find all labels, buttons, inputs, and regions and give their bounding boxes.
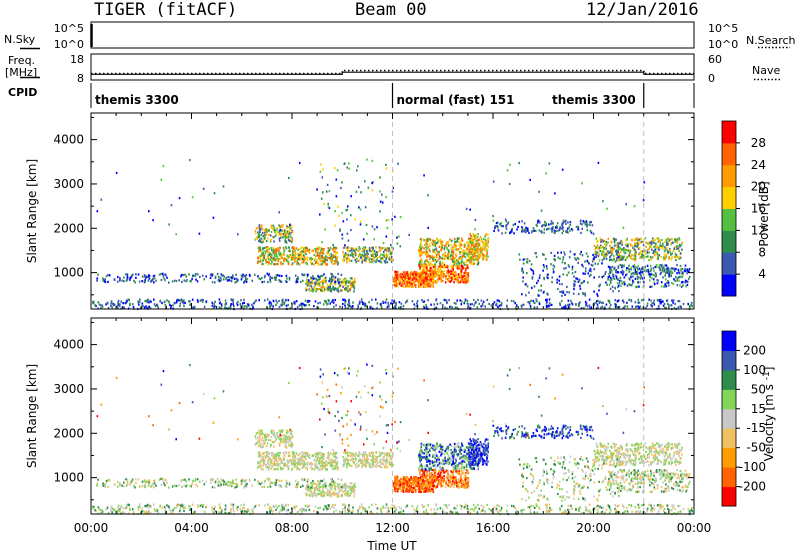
nsky-label: N.Sky (4, 33, 36, 46)
x-tick-label: 20:00 (576, 521, 611, 535)
power-panel: 1000 2000 3000 4000 Slant Range [km] 4 8 12 16… (25, 112, 771, 311)
x-tick-label: 00:00 (677, 521, 712, 535)
x-tick-label: 04:00 (174, 521, 209, 535)
y-tick-label: 2000 (53, 221, 84, 235)
colorbar-segment (722, 486, 736, 507)
y-tick-label: 4000 (53, 133, 84, 147)
x-tick-label: 12:00 (375, 521, 410, 535)
colorbar-tick: 28 (751, 136, 766, 150)
nave-series (91, 69, 694, 75)
cpid-segment-label: themis 3300 (95, 93, 179, 107)
colorbar-segment (722, 369, 736, 390)
colorbar-segment (722, 186, 736, 209)
velocity-colorbar: -200 -100 -50 -15 15 50 100 200 (721, 330, 766, 507)
freq-tick-top: 18 (70, 53, 84, 66)
colorbar-tick: -50 (746, 441, 766, 455)
colorbar-tick: 100 (743, 363, 766, 377)
velocity-colorbar-label: Velocity [m s -1] (762, 367, 776, 462)
freq-panel: 18 8 60 0 (20, 53, 780, 85)
y-tick-label: 3000 (53, 382, 84, 396)
colorbar-tick: 200 (743, 343, 766, 357)
nave-tick-top: 60 (708, 53, 722, 66)
velocity-ylabel: Slant Range [km] (25, 364, 39, 468)
colorbar-segment (722, 230, 736, 253)
cpid-change-lines (392, 113, 645, 514)
colorbar-segment (722, 408, 736, 429)
freq-series (91, 71, 694, 75)
x-tick-label: 16:00 (476, 521, 511, 535)
colorbar-segment (722, 121, 736, 144)
velocity-heatmap (92, 363, 693, 516)
nave-label: Nave (752, 64, 781, 77)
cpid-segment-label: normal (fast) 151 (397, 93, 515, 107)
nsky-panel: 10^5 10^0 10^5 10^0 (20, 21, 790, 51)
colorbar-segment (722, 142, 736, 166)
colorbar-segment (722, 274, 736, 297)
colorbar-segment (722, 350, 736, 371)
nsky-tick-bottom: 10^0 (54, 38, 84, 51)
colorbar-tick: -100 (739, 460, 766, 474)
power-heatmap (92, 158, 693, 311)
colorbar-tick: -200 (739, 480, 766, 494)
colorbar-tick: 4 (758, 267, 766, 281)
cpid-label: CPID (8, 86, 38, 99)
colorbar-tick: 24 (751, 158, 766, 172)
radar-title: TIGER (fitACF) (94, 0, 238, 20)
power-colorbar: 4 8 12 16 20 24 28 (721, 120, 766, 297)
nsearch-tick-top: 10^5 (708, 22, 738, 35)
cpid-segment-label: themis 3300 (552, 93, 636, 107)
colorbar-tick: 50 (751, 382, 766, 396)
nave-tick-bottom: 0 (708, 72, 715, 85)
y-tick-label: 3000 (53, 177, 84, 191)
colorbar-tick: 15 (751, 402, 766, 416)
power-ylabel: Slant Range [km] (25, 159, 39, 263)
colorbar-tick: 8 (758, 245, 766, 259)
freq-label-line1: Freq. (8, 54, 36, 67)
nsearch-tick-bottom: 10^0 (708, 38, 738, 51)
colorbar-tick: 16 (751, 202, 766, 216)
y-tick-label: 4000 (53, 338, 84, 352)
colorbar-tick: 12 (751, 223, 766, 237)
y-tick-label: 1000 (53, 266, 84, 280)
colorbar-segment (722, 331, 736, 351)
power-colorbar-label: Power [dB] (757, 181, 771, 246)
freq-tick-bottom: 8 (77, 72, 84, 85)
nsky-tick-top: 10^5 (54, 22, 84, 35)
beam-title: Beam 00 (355, 0, 427, 20)
colorbar-tick: 20 (751, 180, 766, 194)
colorbar-segment (722, 389, 736, 410)
colorbar-segment (722, 164, 736, 188)
colorbar-segment (722, 208, 736, 231)
time-axis: 00:00 04:00 08:00 12:00 16:00 20:00 00:00 (74, 113, 712, 535)
date-title: 12/Jan/2016 (586, 0, 699, 20)
xlabel: Time UT (366, 539, 417, 553)
colorbar-tick: -15 (746, 421, 766, 435)
freq-label-line2: [MHz] (5, 66, 38, 79)
colorbar-segment (722, 467, 736, 488)
x-tick-label: 00:00 (74, 521, 109, 535)
y-tick-label: 2000 (53, 426, 84, 440)
colorbar-segment (722, 447, 736, 468)
y-tick-label: 1000 (53, 471, 84, 485)
cpid-panel: themis 3300 normal (fast) 151 themis 3300 (90, 83, 695, 108)
colorbar-segment (722, 428, 736, 449)
nsearch-label: N.Search (746, 34, 796, 47)
colorbar-segment (722, 252, 736, 275)
x-tick-label: 08:00 (275, 521, 310, 535)
velocity-panel: 1000 2000 3000 4000 Slant Range [km] -200 -1… (25, 317, 776, 516)
